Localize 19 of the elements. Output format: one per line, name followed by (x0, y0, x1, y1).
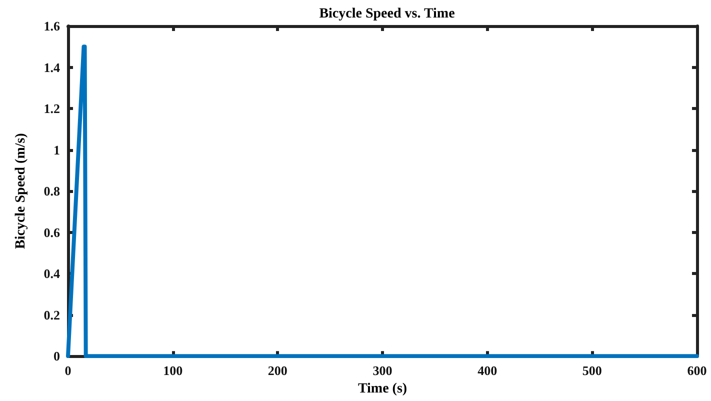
y-tick-label: 0 (54, 348, 60, 364)
y-tick-label: 0.6 (44, 224, 60, 240)
x-axis-title: Time (s) (358, 382, 408, 396)
y-axis-title: Bicycle Speed (m/s) (14, 132, 28, 249)
chart-title: Bicycle Speed vs. Time (319, 6, 455, 22)
x-tick-label: 400 (478, 363, 498, 378)
y-tick-label: 0.2 (44, 307, 60, 322)
x-tick-label: 500 (582, 363, 602, 378)
x-tick-label: 0 (64, 363, 72, 378)
y-tick-label: 0.4 (44, 266, 60, 282)
x-tick-label: 600 (687, 363, 707, 378)
y-tick-label: 1.6 (44, 18, 60, 34)
y-tick-label: 0.8 (44, 184, 60, 199)
x-tick-label: 100 (163, 363, 183, 378)
y-tick-label: 1.4 (44, 60, 60, 75)
x-tick-label: 200 (268, 363, 288, 378)
y-tick-label: 1.2 (44, 101, 60, 116)
x-tick-label: 300 (372, 363, 392, 378)
y-tick-label: 1 (54, 142, 60, 158)
